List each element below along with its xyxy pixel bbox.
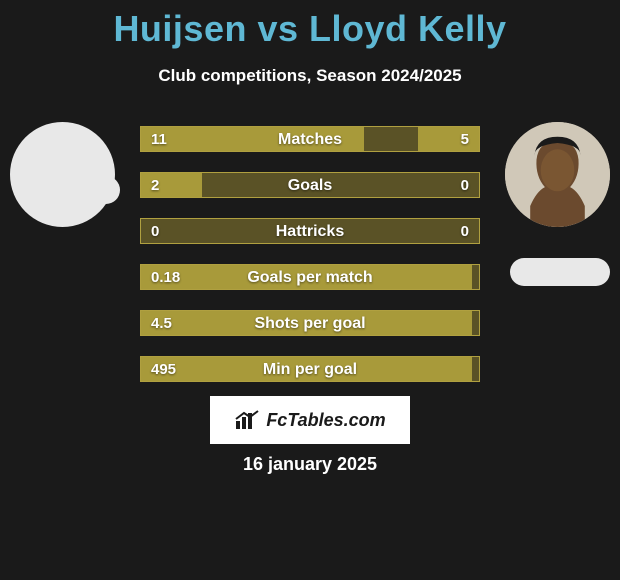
person-icon — [505, 122, 610, 227]
stat-label: Goals — [141, 173, 479, 199]
stat-row: 495Min per goal — [140, 356, 480, 382]
date-label: 16 january 2025 — [0, 454, 620, 475]
stat-label: Matches — [141, 127, 479, 153]
stats-container: 115Matches 20Goals 00Hattricks 0.18Goals pe… — [140, 126, 480, 402]
page-title: Huijsen vs Lloyd Kelly — [0, 0, 620, 50]
stat-label: Shots per goal — [141, 311, 479, 337]
avatar-player-left — [10, 122, 115, 227]
stat-label: Hattricks — [141, 219, 479, 245]
stat-row: 115Matches — [140, 126, 480, 152]
badge-left — [20, 176, 120, 204]
logo-text: FcTables.com — [266, 410, 385, 431]
chart-icon — [234, 409, 260, 431]
stat-row: 0.18Goals per match — [140, 264, 480, 290]
stat-row: 20Goals — [140, 172, 480, 198]
stat-row: 4.5Shots per goal — [140, 310, 480, 336]
subtitle: Club competitions, Season 2024/2025 — [0, 66, 620, 86]
stat-label: Min per goal — [141, 357, 479, 383]
badge-right — [510, 258, 610, 286]
avatar-player-right — [505, 122, 610, 227]
stat-row: 00Hattricks — [140, 218, 480, 244]
stat-label: Goals per match — [141, 265, 479, 291]
logo-box: FcTables.com — [210, 396, 410, 444]
